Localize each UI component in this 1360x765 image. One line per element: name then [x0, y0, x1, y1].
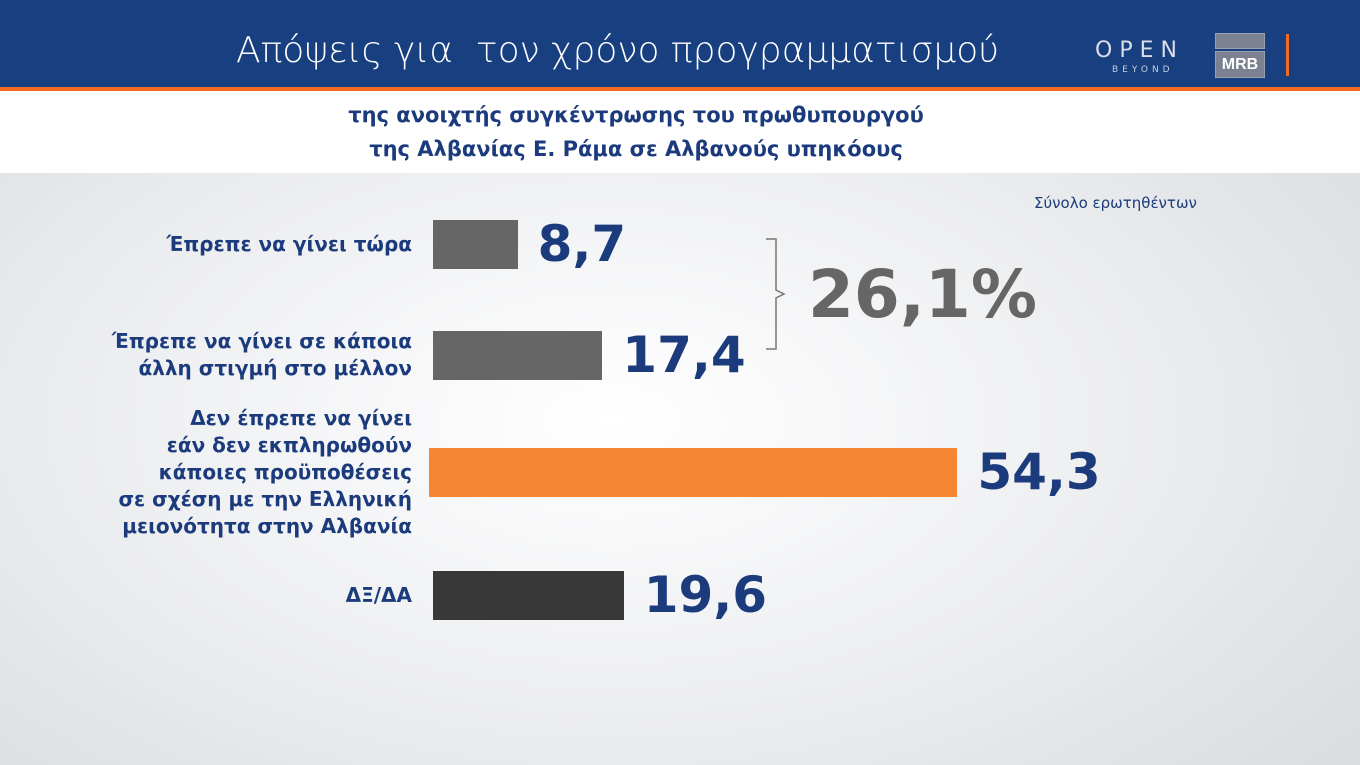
- category-label-line: Έπρεπε να γίνει σε κάποια: [111, 329, 412, 353]
- category-label-line: Έπρεπε να γίνει τώρα: [166, 231, 412, 256]
- open-logo: OPEN: [1095, 38, 1184, 63]
- mrb-logo: MRB: [1215, 33, 1265, 78]
- category-label-line: κάποιες προϋποθέσεις: [158, 459, 412, 484]
- subtitle-line-2: της Αλβανίας Ε. Ράμα σε Αλβανούς υπηκόου…: [369, 137, 903, 161]
- open-logo-beyond: BEYOND: [1112, 65, 1174, 75]
- bar: [429, 448, 958, 497]
- category-label-line: Δεν έπρεπε να γίνει: [190, 405, 412, 430]
- group-bracket: [766, 238, 786, 350]
- value-label: 17,4: [622, 326, 746, 384]
- bar: [433, 220, 518, 269]
- category-label-line: σε σχέση με την Ελληνική: [118, 486, 412, 511]
- group-total-label: 26,1%: [808, 256, 1037, 333]
- category-label: Έπρεπε να γίνει σε κάποια άλλη στιγμή στο…: [112, 328, 412, 382]
- value-label: 8,7: [537, 215, 627, 273]
- bar: [433, 571, 624, 620]
- subtitle-line-1: της ανοιχτής συγκέντρωσης του πρωθυπουργ…: [348, 103, 924, 127]
- bar: [433, 331, 603, 380]
- category-label-line: άλλη στιγμή στο μέλλον: [138, 356, 413, 380]
- value-label: 54,3: [977, 443, 1101, 501]
- page-title: Απόψεις για τον χρόνο προγραμματισμού: [236, 30, 1000, 71]
- base-note: Σύνολο ερωτηθέντων: [1034, 194, 1197, 212]
- subtitle-band: [0, 91, 1360, 173]
- divider: [1286, 34, 1289, 76]
- category-label-line: ΔΞ/ΔΑ: [345, 582, 412, 607]
- accent-line: [0, 87, 1360, 91]
- category-label-line: εάν δεν εκπληρωθούν: [166, 432, 412, 457]
- header-bar: [0, 0, 1360, 87]
- category-label: Έπρεπε να γίνει τώρα: [166, 231, 412, 258]
- category-label: ΔΞ/ΔΑ: [346, 582, 412, 609]
- category-label: Δεν έπρεπε να γίνει εάν δεν εκπληρωθούν κά…: [118, 405, 412, 540]
- category-label-line: μειονότητα στην Αλβανία: [122, 513, 412, 538]
- value-label: 19,6: [643, 566, 768, 624]
